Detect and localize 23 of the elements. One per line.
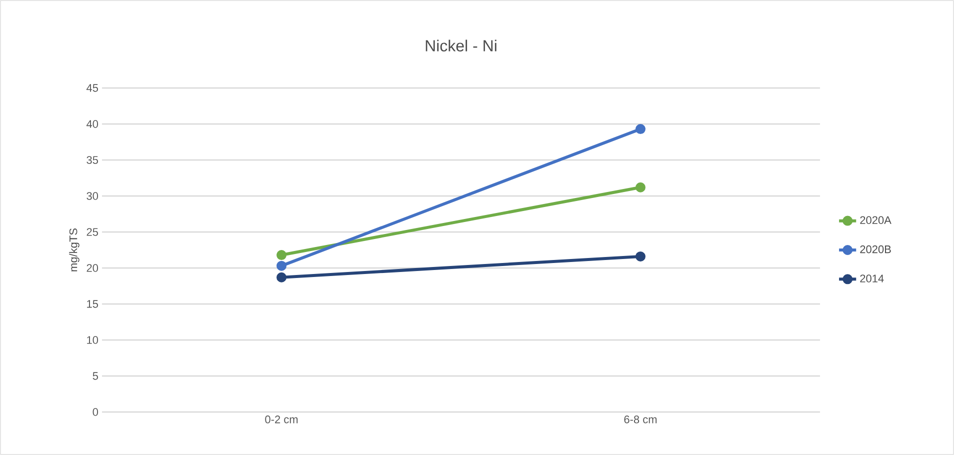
point bbox=[635, 251, 646, 262]
x-tick-label: 6-8 cm bbox=[624, 416, 657, 424]
y-tick-label: 10 bbox=[87, 336, 98, 344]
point bbox=[276, 250, 287, 260]
y-axis-title: mg/kgTS bbox=[69, 228, 80, 272]
legend-label: 2020B bbox=[860, 245, 891, 254]
point bbox=[635, 124, 646, 134]
point bbox=[276, 260, 287, 271]
chart-title: Nickel - Ni bbox=[426, 40, 496, 52]
y-tick-label: 0 bbox=[92, 408, 98, 416]
point bbox=[635, 182, 646, 192]
y-tick-label: 5 bbox=[92, 372, 98, 380]
legend-label: 2014 bbox=[860, 274, 884, 282]
point bbox=[276, 272, 287, 282]
y-tick-label: 40 bbox=[86, 120, 98, 128]
y-tick-label: 25 bbox=[86, 228, 98, 236]
y-tick-label: 35 bbox=[86, 156, 98, 164]
x-tick-label: 0-2 cm bbox=[265, 416, 298, 424]
y-tick-label: 30 bbox=[86, 192, 98, 200]
y-tick-label: 15 bbox=[87, 300, 98, 308]
legend-label: 2020A bbox=[860, 216, 892, 224]
y-tick-label: 20 bbox=[86, 264, 98, 272]
y-tick-label: 45 bbox=[86, 84, 98, 92]
